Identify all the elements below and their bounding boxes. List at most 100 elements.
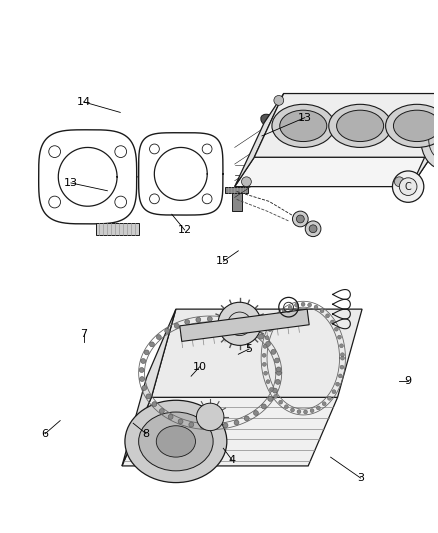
Polygon shape bbox=[235, 157, 431, 187]
Circle shape bbox=[288, 305, 292, 309]
Circle shape bbox=[146, 394, 151, 399]
Ellipse shape bbox=[272, 104, 335, 148]
Ellipse shape bbox=[393, 110, 438, 142]
Circle shape bbox=[254, 410, 258, 415]
Text: 10: 10 bbox=[193, 362, 207, 372]
Ellipse shape bbox=[329, 104, 392, 148]
Circle shape bbox=[284, 405, 288, 409]
Circle shape bbox=[207, 317, 212, 321]
Circle shape bbox=[274, 95, 284, 106]
Circle shape bbox=[295, 303, 298, 307]
Polygon shape bbox=[152, 309, 362, 397]
Circle shape bbox=[277, 314, 281, 318]
Circle shape bbox=[234, 420, 239, 425]
Circle shape bbox=[165, 328, 170, 333]
Circle shape bbox=[218, 302, 261, 345]
Ellipse shape bbox=[280, 110, 327, 142]
Circle shape bbox=[307, 303, 311, 307]
Circle shape bbox=[152, 402, 157, 407]
Polygon shape bbox=[122, 397, 338, 466]
Circle shape bbox=[301, 302, 305, 306]
Circle shape bbox=[276, 379, 280, 384]
Circle shape bbox=[276, 370, 281, 375]
Polygon shape bbox=[95, 223, 139, 235]
Circle shape bbox=[330, 320, 334, 324]
Text: 8: 8 bbox=[142, 429, 150, 439]
Circle shape bbox=[212, 424, 217, 429]
Text: 12: 12 bbox=[177, 225, 192, 235]
Polygon shape bbox=[225, 187, 248, 193]
Text: 14: 14 bbox=[77, 97, 91, 107]
Circle shape bbox=[320, 309, 324, 313]
Circle shape bbox=[274, 394, 278, 398]
Circle shape bbox=[392, 171, 424, 203]
Circle shape bbox=[142, 385, 147, 390]
Circle shape bbox=[338, 374, 342, 378]
Text: 13: 13 bbox=[298, 112, 312, 123]
Circle shape bbox=[266, 379, 270, 384]
Circle shape bbox=[140, 377, 145, 382]
Circle shape bbox=[189, 422, 194, 427]
Circle shape bbox=[314, 305, 318, 309]
Circle shape bbox=[244, 416, 249, 421]
Circle shape bbox=[316, 406, 320, 410]
Circle shape bbox=[310, 409, 314, 413]
Circle shape bbox=[297, 410, 301, 414]
Circle shape bbox=[149, 342, 154, 347]
Circle shape bbox=[200, 424, 205, 429]
Circle shape bbox=[339, 344, 343, 348]
Ellipse shape bbox=[261, 114, 277, 128]
Text: 9: 9 bbox=[404, 376, 411, 386]
Polygon shape bbox=[411, 93, 438, 187]
Text: C: C bbox=[405, 182, 412, 192]
Circle shape bbox=[297, 215, 304, 223]
Text: 7: 7 bbox=[80, 329, 87, 340]
Polygon shape bbox=[232, 193, 241, 211]
Circle shape bbox=[328, 397, 332, 400]
Polygon shape bbox=[254, 93, 438, 157]
Circle shape bbox=[395, 177, 404, 187]
Circle shape bbox=[141, 359, 146, 364]
Circle shape bbox=[268, 328, 272, 332]
Circle shape bbox=[336, 382, 339, 386]
Ellipse shape bbox=[336, 110, 384, 142]
Circle shape bbox=[139, 368, 144, 373]
Circle shape bbox=[241, 177, 251, 187]
Circle shape bbox=[325, 314, 329, 318]
Circle shape bbox=[168, 415, 173, 419]
Circle shape bbox=[174, 324, 179, 328]
Circle shape bbox=[340, 356, 344, 360]
Circle shape bbox=[265, 336, 269, 340]
Circle shape bbox=[304, 410, 307, 414]
Circle shape bbox=[268, 397, 273, 401]
Text: 3: 3 bbox=[357, 473, 364, 483]
Ellipse shape bbox=[385, 104, 438, 148]
Circle shape bbox=[279, 400, 283, 404]
Circle shape bbox=[261, 404, 266, 409]
Text: 13: 13 bbox=[64, 178, 78, 188]
Circle shape bbox=[219, 317, 224, 322]
Polygon shape bbox=[235, 93, 284, 187]
Circle shape bbox=[230, 319, 235, 324]
Circle shape bbox=[282, 309, 286, 313]
Circle shape bbox=[322, 402, 326, 406]
Circle shape bbox=[240, 323, 245, 328]
Circle shape bbox=[265, 342, 271, 346]
Circle shape bbox=[334, 327, 338, 331]
Circle shape bbox=[159, 409, 164, 414]
Polygon shape bbox=[180, 309, 309, 342]
Circle shape bbox=[272, 388, 277, 393]
Text: 6: 6 bbox=[42, 429, 49, 439]
Circle shape bbox=[258, 334, 264, 339]
Circle shape bbox=[263, 344, 267, 348]
Circle shape bbox=[197, 403, 224, 431]
Circle shape bbox=[178, 419, 183, 424]
Circle shape bbox=[223, 423, 228, 428]
Ellipse shape bbox=[156, 426, 195, 457]
Circle shape bbox=[250, 328, 255, 333]
Circle shape bbox=[293, 211, 308, 227]
Circle shape bbox=[309, 225, 317, 233]
Ellipse shape bbox=[125, 400, 227, 482]
Circle shape bbox=[271, 350, 276, 354]
Circle shape bbox=[290, 408, 294, 412]
